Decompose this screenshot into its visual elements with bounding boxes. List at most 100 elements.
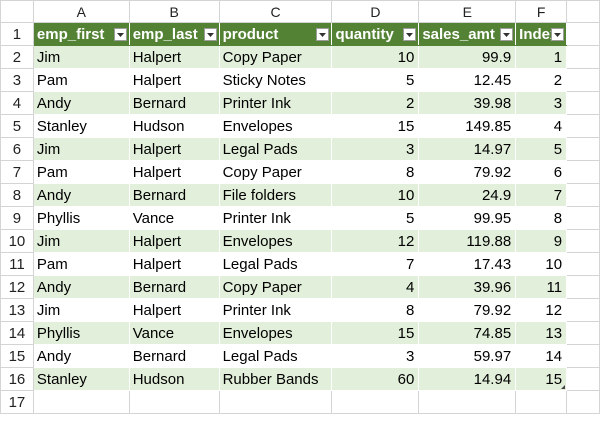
table-header-cell[interactable]: quantity bbox=[331, 22, 420, 46]
table-cell[interactable]: 9 bbox=[515, 229, 568, 253]
row-number[interactable]: 4 bbox=[0, 91, 34, 115]
table-cell[interactable]: 15 bbox=[331, 114, 420, 138]
row-number[interactable]: 1 bbox=[0, 22, 34, 46]
row-number[interactable]: 11 bbox=[0, 252, 34, 276]
row-number[interactable]: 9 bbox=[0, 206, 34, 230]
table-header-cell[interactable]: product bbox=[218, 22, 333, 46]
table-cell[interactable]: 99.9 bbox=[418, 45, 517, 69]
empty-cell[interactable] bbox=[566, 183, 600, 207]
table-cell[interactable]: 12 bbox=[515, 298, 568, 322]
empty-cell[interactable] bbox=[566, 252, 600, 276]
table-cell[interactable]: Bernard bbox=[128, 275, 220, 299]
row-number[interactable]: 8 bbox=[0, 183, 34, 207]
table-cell[interactable]: Andy bbox=[32, 91, 130, 115]
table-cell[interactable]: 119.88 bbox=[418, 229, 517, 253]
table-cell[interactable]: Legal Pads bbox=[218, 344, 333, 368]
table-cell[interactable]: 39.98 bbox=[418, 91, 517, 115]
table-cell[interactable]: Envelopes bbox=[218, 229, 333, 253]
column-header-b[interactable]: B bbox=[128, 0, 220, 23]
table-cell[interactable]: 5 bbox=[331, 68, 420, 92]
table-cell[interactable]: Envelopes bbox=[218, 321, 333, 345]
table-cell[interactable]: 99.95 bbox=[418, 206, 517, 230]
table-cell[interactable]: File folders bbox=[218, 183, 333, 207]
table-cell[interactable]: 2 bbox=[515, 68, 568, 92]
empty-cell[interactable] bbox=[566, 68, 600, 92]
table-cell[interactable]: Printer Ink bbox=[218, 91, 333, 115]
table-cell[interactable]: 11 bbox=[515, 275, 568, 299]
table-cell[interactable]: Pam bbox=[32, 252, 130, 276]
table-cell[interactable]: 6 bbox=[515, 160, 568, 184]
table-cell[interactable]: 14.94 bbox=[418, 367, 517, 391]
table-cell[interactable]: 3 bbox=[331, 344, 420, 368]
table-cell[interactable]: Bernard bbox=[128, 344, 220, 368]
table-resize-handle[interactable] bbox=[561, 385, 566, 389]
table-cell[interactable]: Andy bbox=[32, 344, 130, 368]
table-cell[interactable]: Bernard bbox=[128, 183, 220, 207]
table-cell[interactable]: Andy bbox=[32, 183, 130, 207]
table-header-cell[interactable]: Index bbox=[515, 22, 568, 46]
table-cell[interactable]: 7 bbox=[331, 252, 420, 276]
table-cell[interactable]: 10 bbox=[515, 252, 568, 276]
table-cell[interactable]: 7 bbox=[515, 183, 568, 207]
row-number[interactable]: 10 bbox=[0, 229, 34, 253]
table-cell[interactable]: Jim bbox=[32, 298, 130, 322]
table-cell[interactable]: 4 bbox=[331, 275, 420, 299]
table-cell[interactable]: Halpert bbox=[128, 298, 220, 322]
empty-cell[interactable] bbox=[566, 137, 600, 161]
table-cell[interactable]: 59.97 bbox=[418, 344, 517, 368]
table-cell[interactable]: 14 bbox=[515, 344, 568, 368]
empty-cell[interactable] bbox=[515, 390, 568, 414]
empty-cell[interactable] bbox=[566, 206, 600, 230]
table-cell[interactable]: 1 bbox=[515, 45, 568, 69]
table-cell[interactable]: Jim bbox=[32, 229, 130, 253]
empty-cell[interactable] bbox=[32, 390, 130, 414]
column-header-f[interactable]: F bbox=[515, 0, 568, 23]
table-cell[interactable]: Envelopes bbox=[218, 114, 333, 138]
empty-cell[interactable] bbox=[566, 321, 600, 345]
table-cell[interactable]: Legal Pads bbox=[218, 252, 333, 276]
table-cell[interactable]: 39.96 bbox=[418, 275, 517, 299]
table-cell[interactable]: 13 bbox=[515, 321, 568, 345]
table-cell[interactable]: Sticky Notes bbox=[218, 68, 333, 92]
table-cell[interactable]: Stanley bbox=[32, 367, 130, 391]
select-all-corner[interactable] bbox=[0, 0, 34, 23]
empty-cell[interactable] bbox=[566, 390, 600, 414]
table-cell[interactable]: Vance bbox=[128, 206, 220, 230]
table-cell[interactable]: 4 bbox=[515, 114, 568, 138]
table-cell[interactable]: 8 bbox=[331, 160, 420, 184]
table-cell[interactable]: Pam bbox=[32, 160, 130, 184]
table-cell[interactable]: Hudson bbox=[128, 367, 220, 391]
empty-cell[interactable] bbox=[566, 91, 600, 115]
column-header-g[interactable] bbox=[566, 0, 600, 23]
empty-cell[interactable] bbox=[566, 229, 600, 253]
table-cell[interactable]: Printer Ink bbox=[218, 298, 333, 322]
filter-dropdown-icon[interactable] bbox=[203, 28, 217, 41]
row-number[interactable]: 3 bbox=[0, 68, 34, 92]
table-cell[interactable]: 17.43 bbox=[418, 252, 517, 276]
table-cell[interactable]: 79.92 bbox=[418, 160, 517, 184]
table-cell[interactable]: 2 bbox=[331, 91, 420, 115]
table-cell[interactable]: 8 bbox=[515, 206, 568, 230]
table-cell[interactable]: Stanley bbox=[32, 114, 130, 138]
table-cell[interactable]: Halpert bbox=[128, 45, 220, 69]
empty-cell[interactable] bbox=[331, 390, 420, 414]
row-number[interactable]: 5 bbox=[0, 114, 34, 138]
table-cell[interactable]: 10 bbox=[331, 45, 420, 69]
row-number[interactable]: 13 bbox=[0, 298, 34, 322]
empty-cell[interactable] bbox=[566, 22, 600, 46]
table-cell[interactable]: Copy Paper bbox=[218, 160, 333, 184]
table-cell[interactable]: Legal Pads bbox=[218, 137, 333, 161]
table-cell[interactable]: Jim bbox=[32, 45, 130, 69]
table-cell[interactable]: 8 bbox=[331, 298, 420, 322]
table-cell[interactable]: Rubber Bands bbox=[218, 367, 333, 391]
table-cell[interactable]: 12 bbox=[331, 229, 420, 253]
table-cell[interactable]: 24.9 bbox=[418, 183, 517, 207]
table-cell[interactable]: Bernard bbox=[128, 91, 220, 115]
table-cell[interactable]: 5 bbox=[515, 137, 568, 161]
table-cell[interactable]: 5 bbox=[331, 206, 420, 230]
table-cell[interactable]: 12.45 bbox=[418, 68, 517, 92]
column-header-c[interactable]: C bbox=[218, 0, 333, 23]
filter-dropdown-icon[interactable] bbox=[551, 28, 565, 41]
table-cell[interactable]: Phyllis bbox=[32, 206, 130, 230]
table-cell[interactable]: Halpert bbox=[128, 160, 220, 184]
